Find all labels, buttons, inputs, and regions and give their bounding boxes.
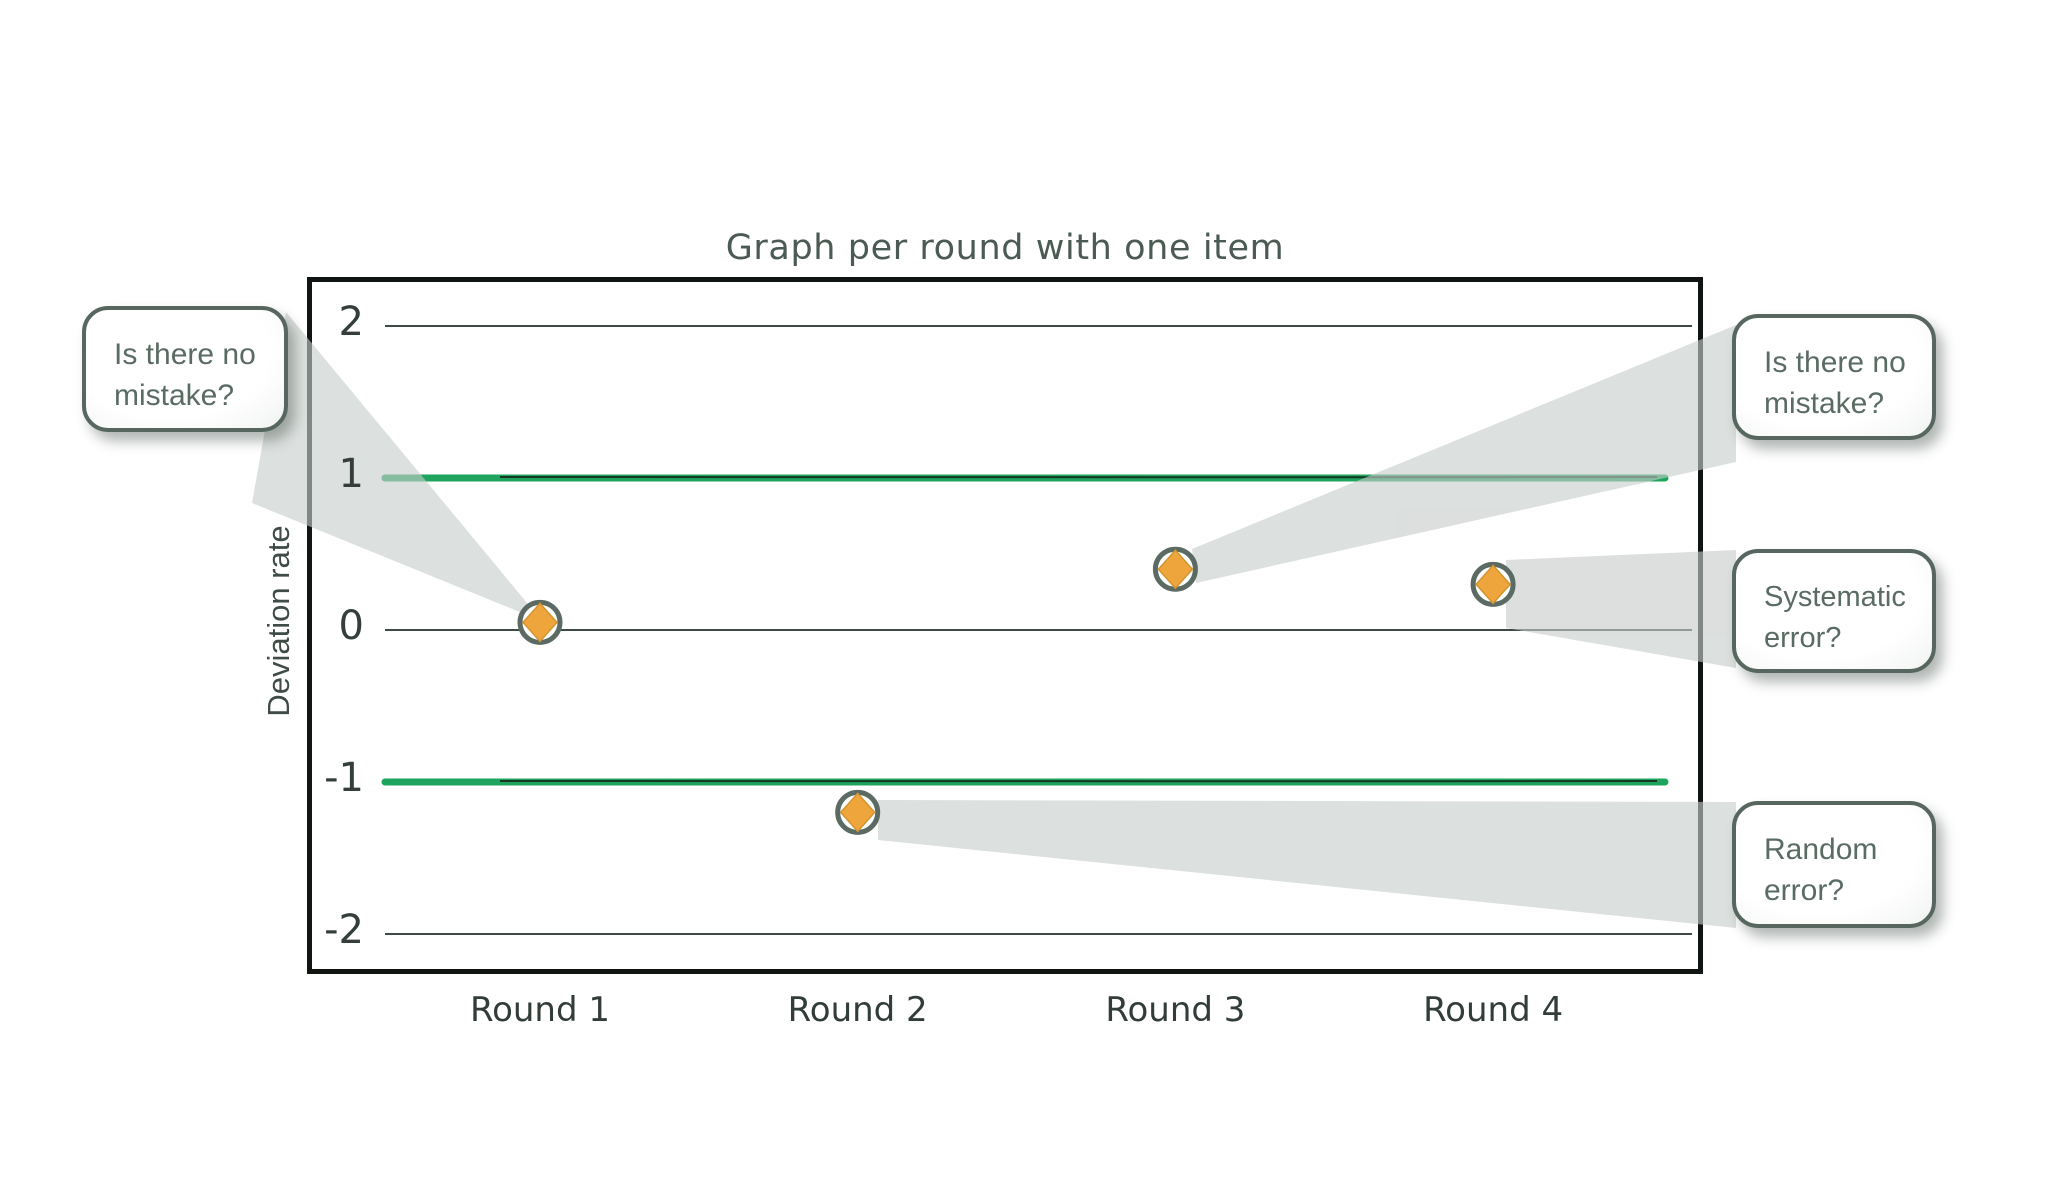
- x-tick-label: Round 1: [469, 990, 611, 1030]
- y-tick-label: -2: [324, 907, 364, 953]
- y-tick-label: 1: [338, 451, 364, 497]
- marker-diamond: [1157, 549, 1194, 590]
- y-tick-label: 0: [338, 603, 364, 649]
- callout-is-there-no-mistake-right: Is there no mistake?: [1732, 314, 1936, 440]
- callout-beam-round3: [1192, 325, 1736, 583]
- data-markers-group: [517, 546, 1516, 835]
- y-tick-label: 2: [338, 299, 364, 345]
- y-tick-label: -1: [324, 755, 364, 801]
- callout-beam-round2: [878, 800, 1736, 928]
- callout-systematic-error: Systematic error?: [1732, 549, 1936, 673]
- callout-random-error: Random error?: [1732, 801, 1936, 928]
- callout-beam-round1: [252, 312, 542, 621]
- control-limit-core-line: [499, 779, 1658, 783]
- callout-beam-round4: [1506, 550, 1736, 668]
- marker-diamond: [1475, 564, 1512, 605]
- data-point-marker: [1152, 546, 1198, 592]
- callout-is-there-no-mistake-left: Is there no mistake?: [82, 306, 288, 432]
- x-tick-label: Round 3: [1105, 990, 1246, 1030]
- gridline: [384, 324, 1693, 328]
- marker-diamond: [521, 602, 559, 643]
- data-point-marker: [835, 789, 881, 835]
- callout-beams-group: [252, 312, 1736, 928]
- x-tick-label: Round 4: [1423, 990, 1564, 1030]
- data-point-marker: [517, 599, 563, 645]
- chart-title: Graph per round with one item: [725, 228, 1285, 268]
- x-tick-label: Round 2: [787, 990, 928, 1030]
- gridline: [384, 628, 1693, 632]
- marker-diamond: [839, 792, 876, 833]
- gridline: [384, 932, 1693, 936]
- data-point-marker: [1470, 561, 1516, 607]
